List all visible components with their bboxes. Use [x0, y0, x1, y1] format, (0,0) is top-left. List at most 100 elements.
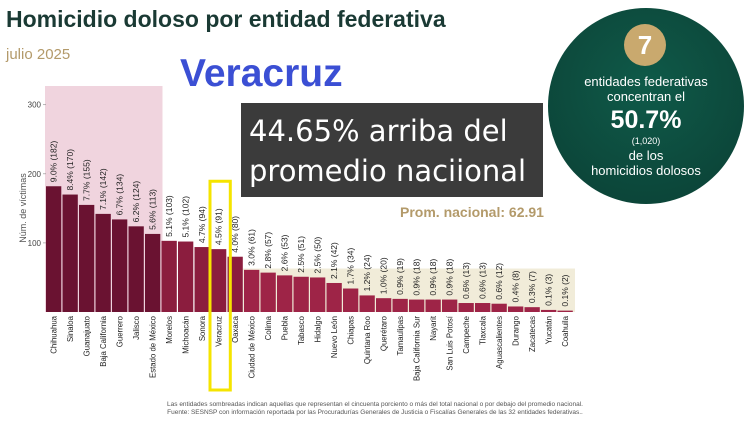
bar-baja-california-sur — [409, 299, 425, 312]
category-label: Sinaloa — [66, 315, 75, 342]
category-label: Guerrero — [116, 315, 125, 347]
data-label: 0.9% (18) — [428, 259, 438, 296]
category-label: Puebla — [281, 315, 290, 340]
y-tick-label: 100 — [28, 239, 42, 248]
bar-veracruz — [211, 249, 227, 312]
bar-yucat-n — [541, 309, 557, 312]
category-label: Yucatán — [545, 316, 554, 344]
bar-zacatecas — [524, 307, 540, 312]
data-label: 3.0% (61) — [247, 229, 257, 266]
bar-chart: 100 200 300 Núm. de víctimas 9.0% (182) Chihu… — [18, 86, 575, 392]
data-label: 5.6% (113) — [148, 189, 158, 230]
bar-chihuahua — [46, 186, 62, 312]
data-label: 6.2% (124) — [131, 181, 141, 223]
footnote-1: Las entidades sombreadas indican aquella… — [167, 401, 583, 408]
category-label: Tamaulipas — [396, 316, 405, 356]
highlight-box: 44.65% arriba del promedio naciional — [241, 103, 543, 197]
category-label: Sonora — [198, 315, 207, 341]
bar-sonora — [194, 247, 210, 312]
bar-sinaloa — [62, 194, 78, 312]
data-label: 1.7% (34) — [346, 247, 356, 284]
bar-baja-california — [95, 213, 111, 312]
category-label: Estado de México — [149, 315, 158, 378]
bar-guanajuato — [79, 204, 95, 312]
data-label: 0.9% (19) — [395, 258, 405, 295]
category-label: Aguascalientes — [495, 316, 504, 369]
bar-morelos — [161, 240, 177, 312]
data-label: 4.0% (80) — [230, 216, 240, 253]
category-label: Oaxaca — [231, 315, 240, 343]
callout-line-2: concentran el — [606, 89, 686, 104]
data-label: 1.2% (24) — [362, 254, 372, 291]
average-label: Prom. nacional: 62.91 — [400, 204, 544, 220]
data-label: 2.1% (42) — [329, 242, 339, 279]
bar-durango — [508, 306, 524, 312]
data-label: 0.4% (8) — [511, 270, 521, 302]
category-label: Baja California Sur — [413, 316, 422, 381]
category-label: Tabasco — [297, 315, 306, 345]
category-label: Chihuahua — [50, 315, 59, 353]
data-label: 0.1% (2) — [560, 274, 570, 306]
data-label: 4.7% (94) — [197, 206, 207, 243]
category-label: Morelos — [165, 316, 174, 344]
footnote-2: Fuente: SESNSP con información reportada… — [167, 409, 583, 416]
data-label: 2.5% (50) — [313, 236, 323, 273]
data-label: 8.4% (170) — [65, 149, 75, 191]
y-tick-label: 200 — [28, 170, 42, 179]
data-label: 6.7% (134) — [115, 174, 125, 216]
highlight-line-2: promedio naciional — [249, 154, 527, 188]
category-label: Quintana Roo — [363, 315, 372, 364]
state-name: Veracruz — [180, 52, 343, 95]
category-label: Colima — [264, 315, 273, 340]
callout-number: 7 — [624, 24, 666, 66]
category-label: Hidalgo — [314, 315, 323, 342]
bar-nayarit — [425, 299, 441, 312]
data-label: 2.5% (51) — [296, 236, 306, 273]
bar-nuevo-le-n — [326, 282, 342, 312]
data-label: 1.0% (20) — [379, 257, 389, 294]
category-label: Jalisco — [132, 315, 141, 339]
category-label: Ciudad de México — [248, 315, 257, 378]
category-label: Campeche — [462, 316, 471, 354]
category-label: Guanajuato — [83, 315, 92, 356]
callout-count: (1,020) — [631, 136, 661, 146]
category-label: Tlaxcala — [479, 315, 488, 345]
callout-line-1: entidades federativas — [584, 74, 708, 89]
data-label: 5.1% (102) — [181, 196, 191, 238]
category-label: Coahuila — [561, 315, 570, 346]
data-label: 2.6% (53) — [280, 234, 290, 271]
bar-michoac-n — [178, 241, 194, 312]
bar-jalisco — [128, 226, 144, 312]
y-axis-label: Núm. de víctimas — [18, 173, 28, 243]
bar-ciudad-de-m-xico — [244, 269, 260, 312]
bar-puebla — [277, 275, 293, 312]
data-label: 0.3% (7) — [527, 271, 537, 303]
category-label: San Luis Potosí — [446, 315, 455, 370]
callout-circle: 7 entidades federativas concentran el 50… — [548, 8, 744, 204]
bar-guerrero — [112, 219, 128, 312]
category-label: Baja California — [99, 315, 108, 366]
bar-hidalgo — [310, 277, 326, 312]
callout-line-3: de los — [628, 148, 664, 163]
y-tick-label: 300 — [28, 101, 42, 110]
callout-line-4: homicidios dolosos — [591, 163, 701, 178]
data-label: 0.6% (13) — [461, 262, 471, 299]
data-label: 7.7% (155) — [82, 159, 92, 201]
category-label: Chiapas — [347, 316, 356, 345]
category-label: Nayarit — [429, 315, 438, 341]
bar-chiapas — [343, 288, 359, 312]
bar-quer-taro — [376, 298, 392, 312]
category-label: Michoacán — [182, 316, 191, 354]
data-label: 0.9% (18) — [445, 259, 455, 296]
bar-colima — [260, 272, 276, 312]
page-title: Homicidio doloso por entidad federativa — [6, 6, 446, 32]
bar-tlaxcala — [475, 303, 491, 312]
bar-tamaulipas — [392, 298, 408, 312]
category-label: Durango — [512, 315, 521, 346]
category-label: Veracruz — [215, 316, 224, 347]
callout-percent: 50.7% — [610, 106, 682, 134]
highlight-line-1: 44.65% arriba del — [249, 114, 508, 148]
data-label: 9.0% (182) — [49, 141, 59, 183]
data-label: 0.6% (13) — [478, 262, 488, 299]
data-label: 4.5% (91) — [214, 208, 224, 245]
